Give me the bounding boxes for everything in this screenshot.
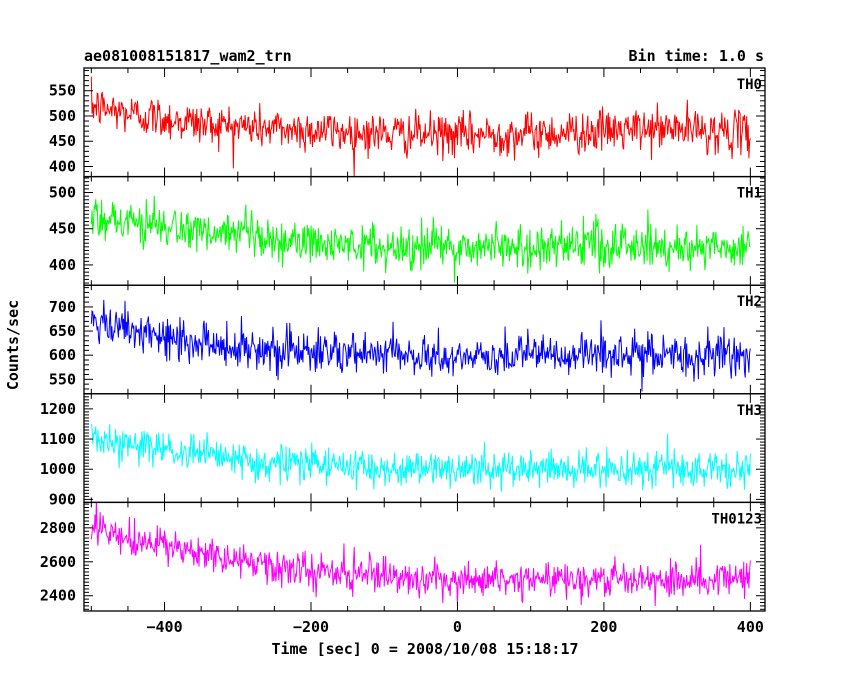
y-tick-label: 1100: [40, 430, 76, 448]
x-tick-label: 400: [737, 618, 764, 636]
y-tick-label: 1200: [40, 400, 76, 418]
chart-title: ae081008151817_wam2_trn: [84, 47, 292, 65]
series-line-th0123: [90, 502, 751, 606]
y-tick-label: 550: [49, 370, 76, 388]
y-tick-label: 2800: [40, 519, 76, 537]
x-axis-label: Time [sec] 0 = 2008/10/08 15:18:17: [271, 640, 578, 658]
y-tick-label: 550: [49, 82, 76, 100]
panel-label-th0123: TH0123: [711, 511, 762, 527]
x-tick-label: −400: [146, 618, 182, 636]
panel-th2: 550 600 650 700 TH2: [49, 284, 766, 395]
x-tick-label: 200: [590, 618, 617, 636]
panel-label-th0: TH0: [737, 77, 762, 93]
series-line-th1: [90, 195, 751, 283]
bin-time-label: Bin time: 1.0 s: [629, 47, 764, 65]
x-axis: −400 −200 0 200 400: [146, 618, 763, 636]
y-tick-label: 500: [49, 184, 76, 202]
y-tick-label: 400: [49, 256, 76, 274]
panel-th0: 400 450 500 550 TH0: [49, 67, 766, 178]
y-tick-label: 450: [49, 132, 76, 150]
y-tick-label: 450: [49, 220, 76, 238]
y-tick-label: 600: [49, 346, 76, 364]
y-tick-label: 1000: [40, 460, 76, 478]
panel-th3: 900 1000 1100 1200 TH3: [40, 393, 766, 508]
y-tick-label: 700: [49, 298, 76, 316]
series-line-th0: [90, 76, 751, 177]
y-tick-label: 400: [49, 157, 76, 175]
series-line-th2: [90, 299, 751, 392]
panel-th1: 400 450 500 TH1: [49, 175, 766, 286]
y-tick-label: 2400: [40, 587, 76, 605]
panel-label-th2: TH2: [737, 294, 762, 310]
panel-th0123: 2400 2600 2800 TH0123: [40, 501, 766, 612]
panel-label-th1: TH1: [737, 186, 762, 202]
y-tick-label: 500: [49, 107, 76, 125]
panel-frame: [83, 501, 766, 612]
panels-group: 400 450 500 550 TH0 400 450 500 TH1 550 600 650 700 T…: [40, 67, 766, 612]
x-tick-label: 0: [453, 618, 462, 636]
y-tick-label: 650: [49, 322, 76, 340]
y-tick-label: 2600: [40, 553, 76, 571]
y-axis-label: Counts/sec: [4, 300, 22, 390]
y-tick-label: 900: [49, 490, 76, 508]
panel-label-th3: TH3: [737, 403, 762, 419]
series-line-th3: [90, 423, 751, 492]
panel-frame: [83, 393, 766, 504]
x-tick-label: −200: [293, 618, 329, 636]
